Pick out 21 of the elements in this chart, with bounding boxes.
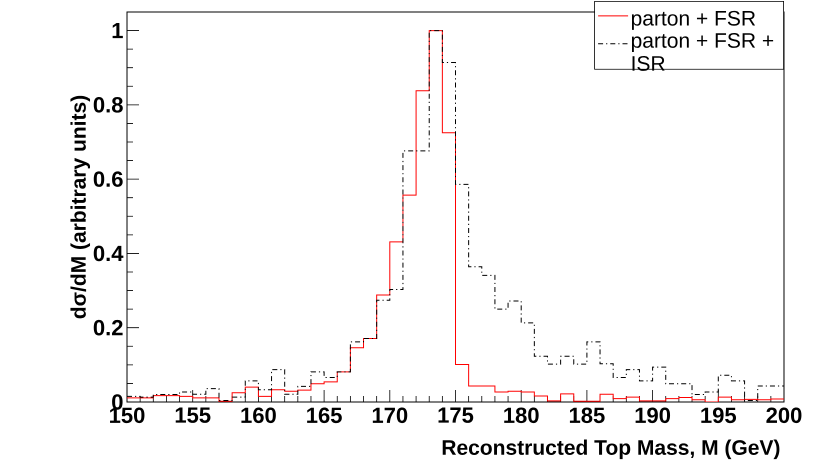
x-tick-label: 190 bbox=[636, 408, 670, 424]
y-tick-label: 1 bbox=[112, 23, 123, 38]
x-tick-label: 160 bbox=[241, 408, 276, 424]
x-tick-label: 195 bbox=[701, 408, 736, 424]
x-tick-label: 200 bbox=[766, 408, 802, 424]
y-axis-title: dσ/dM (arbitrary units) bbox=[70, 96, 90, 318]
x-tick-label: 150 bbox=[110, 408, 144, 424]
x-tick-label: 180 bbox=[504, 408, 539, 424]
x-axis-title: Reconstructed Top Mass, M (GeV) bbox=[442, 440, 780, 460]
x-tick-label: 170 bbox=[372, 408, 408, 424]
y-tick-label: 0.4 bbox=[94, 246, 124, 262]
x-tick-label: 185 bbox=[570, 408, 605, 424]
y-tick-label: 0.2 bbox=[94, 320, 123, 336]
x-tick-label: 175 bbox=[438, 408, 474, 423]
legend-label: parton + FSR + ISR bbox=[632, 33, 774, 71]
y-tick-label: 0 bbox=[112, 394, 123, 410]
y-tick-label: 0.6 bbox=[94, 171, 123, 187]
x-tick-label: 165 bbox=[307, 408, 342, 424]
x-tick-label: 155 bbox=[176, 408, 210, 423]
legend-label: parton + FSR bbox=[632, 10, 756, 30]
y-tick-label: 0.8 bbox=[94, 97, 123, 113]
